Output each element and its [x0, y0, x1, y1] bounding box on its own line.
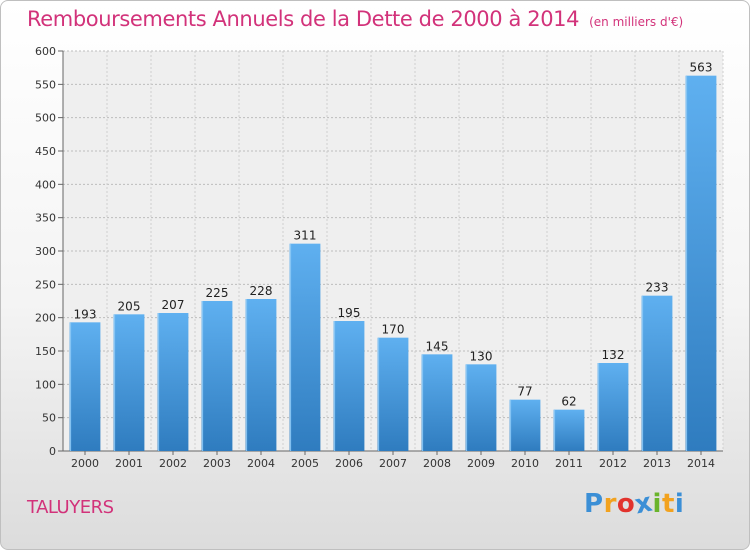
- x-tick-label: 2012: [599, 457, 627, 470]
- bar: [377, 337, 409, 451]
- logo-letter: t: [661, 489, 675, 519]
- logo-letter: i: [652, 489, 662, 519]
- y-tick-label: 400: [35, 178, 56, 191]
- y-tick-label: 450: [35, 145, 56, 158]
- x-tick-label: 2006: [335, 457, 363, 470]
- proxiti-logo: Proxiti: [584, 488, 685, 521]
- bar-value-label: 225: [206, 286, 229, 300]
- y-tick-label: 50: [42, 412, 56, 425]
- bar: [245, 299, 277, 451]
- y-tick-label: 550: [35, 78, 56, 91]
- x-tick-label: 2000: [71, 457, 99, 470]
- x-tick-label: 2001: [115, 457, 143, 470]
- y-tick-label: 150: [35, 345, 56, 358]
- bar-value-label: 311: [294, 229, 317, 243]
- bar-value-label: 77: [517, 385, 532, 399]
- bar: [685, 75, 717, 452]
- y-tick-label: 600: [35, 45, 56, 58]
- x-tick-label: 2014: [687, 457, 715, 470]
- logo-letter: i: [674, 489, 685, 519]
- subtitle-text: (en milliers d'€): [589, 15, 684, 29]
- commune-name: TALUYERS: [27, 497, 114, 518]
- bar: [465, 364, 497, 451]
- bar: [201, 301, 233, 451]
- x-tick-label: 2013: [643, 457, 671, 470]
- x-tick-label: 2003: [203, 457, 231, 470]
- y-tick-label: 200: [35, 312, 56, 325]
- x-tick-label: 2005: [291, 457, 319, 470]
- bar: [597, 363, 629, 451]
- logo-letter: o: [616, 489, 636, 519]
- bar-value-label: 193: [74, 307, 97, 321]
- bar-value-label: 170: [382, 323, 405, 337]
- bar: [289, 243, 321, 451]
- bar-value-label: 62: [561, 395, 576, 409]
- x-tick-label: 2009: [467, 457, 495, 470]
- bar-value-label: 145: [426, 339, 449, 353]
- bar: [553, 409, 585, 451]
- x-tick-label: 2007: [379, 457, 407, 470]
- y-tick-label: 0: [49, 445, 56, 458]
- bar-value-label: 563: [690, 61, 713, 75]
- chart-title: Remboursements Annuels de la Dette de 20…: [27, 7, 683, 31]
- y-tick-label: 500: [35, 112, 56, 125]
- title-text: Remboursements Annuels de la Dette de 20…: [27, 7, 580, 31]
- x-tick-label: 2011: [555, 457, 583, 470]
- y-tick-label: 100: [35, 378, 56, 391]
- bar-value-label: 228: [250, 284, 273, 298]
- bar: [157, 313, 189, 451]
- x-tick-label: 2008: [423, 457, 451, 470]
- x-tick-label: 2010: [511, 457, 539, 470]
- bar-value-label: 130: [470, 349, 493, 363]
- y-tick-label: 350: [35, 212, 56, 225]
- logo-letter: r: [603, 489, 617, 519]
- bar-value-label: 195: [338, 306, 361, 320]
- bar: [333, 321, 365, 451]
- bar: [69, 322, 101, 451]
- x-tick-label: 2004: [247, 457, 275, 470]
- bar-value-label: 233: [646, 281, 669, 295]
- bar: [509, 399, 541, 451]
- y-tick-label: 300: [35, 245, 56, 258]
- bar: [641, 295, 673, 451]
- x-tick-label: 2002: [159, 457, 187, 470]
- bar-value-label: 207: [162, 298, 185, 312]
- logo-letter: P: [584, 489, 604, 519]
- bar: [113, 314, 145, 451]
- bar-value-label: 205: [118, 299, 141, 313]
- bar: [421, 354, 453, 451]
- bar-value-label: 132: [602, 348, 625, 362]
- y-tick-label: 250: [35, 278, 56, 291]
